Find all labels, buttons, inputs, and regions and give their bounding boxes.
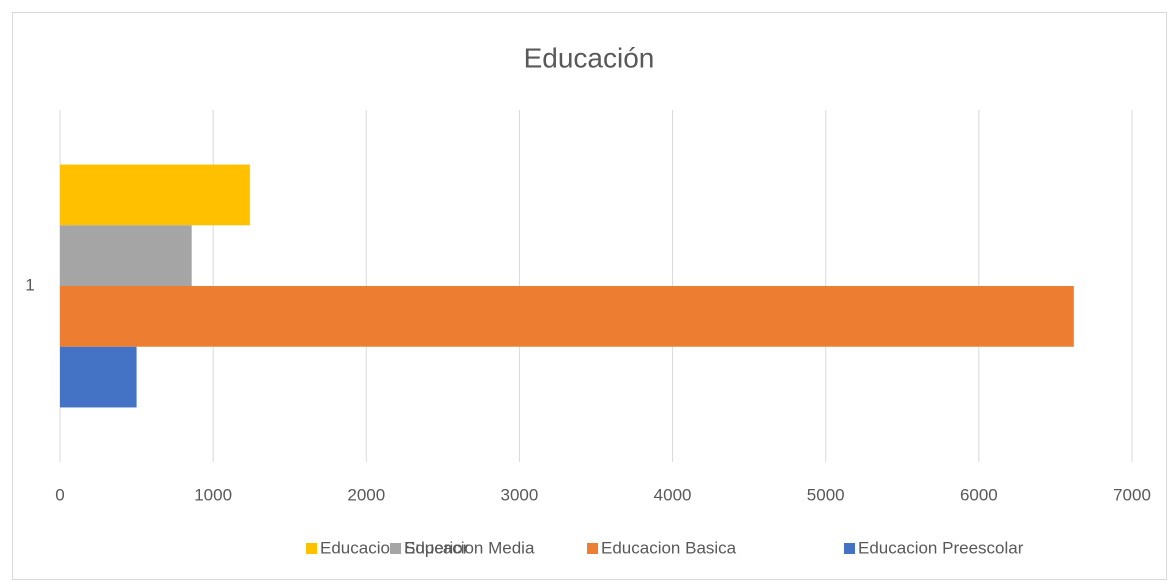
x-tick-label: 3000 xyxy=(501,485,539,504)
x-tick-label: 4000 xyxy=(654,485,692,504)
legend-label: Educacion Media xyxy=(404,538,535,557)
x-tick-label: 2000 xyxy=(347,485,385,504)
legend-swatch xyxy=(390,543,401,554)
legend-swatch xyxy=(587,543,598,554)
y-tick-label: 1 xyxy=(25,275,34,294)
bar xyxy=(60,346,137,408)
x-tick-label: 5000 xyxy=(807,485,845,504)
legend-label: Educacion Preescolar xyxy=(858,538,1024,557)
x-tick-label: 6000 xyxy=(960,485,998,504)
legend-swatch xyxy=(844,543,855,554)
x-tick-label: 0 xyxy=(55,485,64,504)
x-tick-label: 1000 xyxy=(194,485,232,504)
legend-swatch xyxy=(306,543,317,554)
bar xyxy=(60,225,192,286)
chart-title: Educación xyxy=(524,42,655,73)
x-tick-label: 7000 xyxy=(1113,485,1151,504)
bar xyxy=(60,286,1074,347)
legend-label: Educacion Basica xyxy=(601,538,737,557)
bar xyxy=(60,164,250,226)
